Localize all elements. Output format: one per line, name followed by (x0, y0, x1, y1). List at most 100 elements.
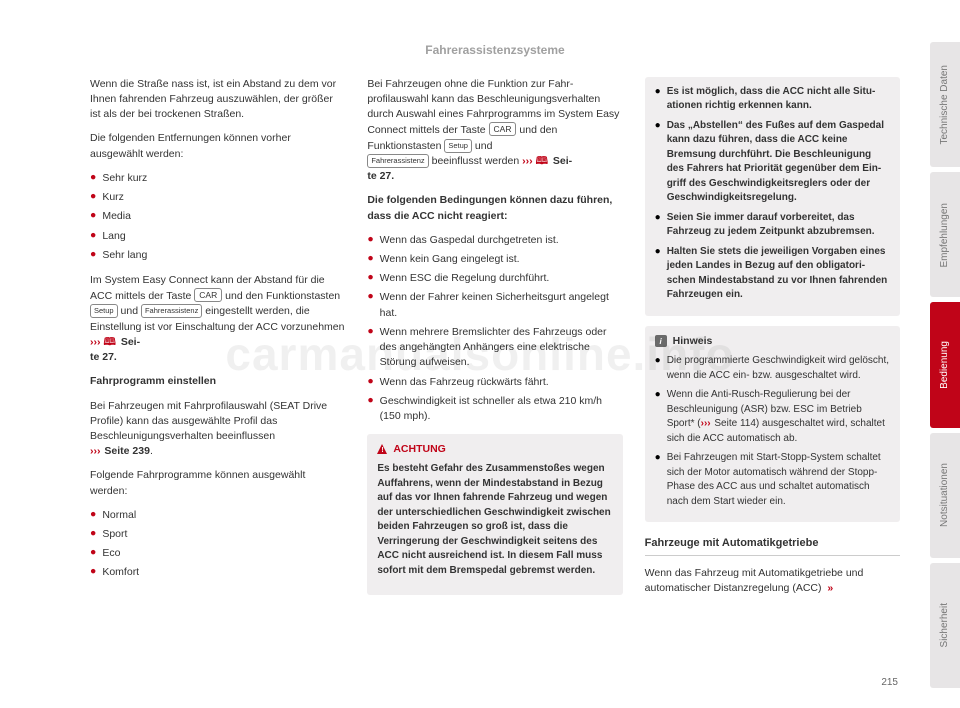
bullet-icon: ● (367, 271, 373, 286)
text: Bei Fahrzeugen mit Fahrprofilauswahl (SE… (90, 400, 327, 442)
c1-p5: Folgende Fahrprogramme können ausge­wähl… (90, 468, 345, 498)
list-item: ●Das „Abstellen“ des Fußes auf dem Gaspe… (655, 119, 890, 206)
bullet-icon: ● (90, 527, 96, 542)
bullet-icon: ● (90, 546, 96, 561)
text: beeinflusst werden (429, 155, 522, 167)
achtung-body: Es besteht Gefahr des Zusammenstoßes we­… (377, 462, 612, 578)
list-item: ●Wenn mehrere Bremslichter des Fahrzeugs… (367, 325, 622, 371)
list-item-label: Seien Sie immer darauf vorbereitet, das … (667, 211, 890, 240)
bullet-icon: ● (367, 233, 373, 248)
list-item-label: Sehr kurz (102, 171, 147, 186)
list-item: ●Die programmierte Geschwindigkeit wird … (655, 354, 890, 383)
list-item-label: Wenn das Gaspedal durchgetreten ist. (380, 233, 559, 248)
list-item-label: Bei Fahrzeugen mit Start-Stopp-System sc… (667, 451, 890, 509)
bullet-icon: ● (655, 119, 661, 206)
bullet-icon: ● (90, 508, 96, 523)
list-item-label: Es ist möglich, dass die ACC nicht alle … (667, 85, 890, 114)
c3-p-end: Wenn das Fahrzeug mit Automatikgetriebe … (645, 566, 900, 596)
list-item-label: Media (102, 209, 131, 224)
tab-label: Technische Daten (938, 65, 952, 145)
bullet-icon: ● (367, 394, 373, 424)
list-item-label: Halten Sie stets die jeweiligen Vorgaben… (667, 245, 890, 303)
achtung-box: ACHTUNG Es besteht Gefahr des Zusammenst… (367, 434, 622, 595)
car-key-icon: CAR (194, 288, 222, 302)
bullet-icon: ● (655, 245, 661, 303)
list-item-label: Wenn die Anti-Rusch-Regulierung bei der … (667, 388, 890, 446)
list-item: ●Lang (90, 229, 345, 244)
setup-key-icon: Setup (444, 139, 472, 153)
bullet-icon: ● (367, 252, 373, 267)
list-item-label: Das „Abstellen“ des Fußes auf dem Gaspe­… (667, 119, 890, 206)
list-item-label: Lang (102, 229, 125, 244)
text: und (472, 140, 492, 152)
list-item: ●Bei Fahrzeugen mit Start-Stopp-System s… (655, 451, 890, 509)
bullet-icon: ● (90, 171, 96, 186)
c1-p3: Im System Easy Connect kann der Abstand … (90, 273, 345, 365)
bullet-icon: ● (655, 85, 661, 114)
tab-notsituationen[interactable]: Notsituationen (930, 433, 960, 558)
tab-sicherheit[interactable]: Sicherheit (930, 563, 960, 688)
columns: Wenn die Straße nass ist, ist ein Abstan… (90, 77, 900, 688)
page: Fahrerassistenzsysteme Wenn die Straße n… (0, 0, 960, 708)
list-item: ● Kurz (90, 190, 345, 205)
column-2: Bei Fahrzeugen ohne die Funktion zur Fah… (367, 77, 622, 688)
tab-label: Notsituationen (938, 463, 952, 527)
list-item-label: Wenn kein Gang eingelegt ist. (380, 252, 520, 267)
tab-bedienung[interactable]: Bedienung (930, 302, 960, 427)
hinweis-head: i Hinweis (655, 334, 890, 349)
info-icon: i (655, 335, 667, 347)
bullet-icon: ● (367, 325, 373, 371)
tab-label: Bedienung (938, 341, 952, 389)
book-icon: 🕮 (536, 154, 548, 169)
assist-key-icon: Fahrerassistenz (367, 154, 428, 168)
ref-text: Sei- (121, 336, 140, 348)
c1-dist-list: ● Sehr kurz ● Kurz ●Media ●Lang ●Sehr lang (90, 171, 345, 263)
list-item: ●Halten Sie stets die jeweiligen Vorgabe… (655, 245, 890, 303)
page-header: Fahrerassistenzsysteme (90, 42, 900, 59)
list-item: ● Wenn das Fahrzeug rückwärts fährt. (367, 375, 622, 390)
list-item: ● Sehr kurz (90, 171, 345, 186)
bullet-icon: ● (367, 375, 373, 390)
continue-icon: » (827, 582, 833, 594)
assist-key-icon: Fahrerassistenz (141, 304, 202, 318)
list-item-label: Komfort (102, 565, 139, 580)
list-item: ● Wenn ESC die Regelung durchführt. (367, 271, 622, 286)
achtung-box-2: ●Es ist möglich, dass die ACC nicht alle… (645, 77, 900, 316)
ref-text: Seite 239 (104, 445, 150, 457)
list-item: ●Geschwindigkeit ist schneller als etwa … (367, 394, 622, 424)
list-item-label: Die programmierte Geschwindigkeit wird g… (667, 354, 890, 383)
tab-label: Sicherheit (938, 603, 952, 647)
ref-text: Sei- (553, 155, 572, 167)
c2-p1: Bei Fahrzeugen ohne die Funktion zur Fah… (367, 77, 622, 185)
list-item-label: Wenn das Fahrzeug rückwärts fährt. (380, 375, 549, 390)
list-item-label: Kurz (102, 190, 124, 205)
tab-empfehlungen[interactable]: Empfehlungen (930, 172, 960, 297)
bullet-icon: ● (90, 190, 96, 205)
tab-label: Empfehlungen (938, 203, 952, 268)
text: und (118, 305, 141, 317)
list-item-label: Wenn mehrere Bremslichter des Fahrzeugs … (380, 325, 623, 371)
list-item: ● Wenn kein Gang eingelegt ist. (367, 252, 622, 267)
c1-p1: Wenn die Straße nass ist, ist ein Abstan… (90, 77, 345, 123)
list-item-label: Sehr lang (102, 248, 147, 263)
warning-icon (377, 444, 388, 455)
list-item: ●Sehr lang (90, 248, 345, 263)
hinweis-title: Hinweis (673, 334, 713, 349)
tab-tech-daten[interactable]: Technische Daten (930, 42, 960, 167)
c2-h1: Die folgenden Bedingungen können dazu fü… (367, 193, 622, 223)
ref-arrows-icon: ››› (522, 155, 533, 167)
bullet-icon: ● (655, 211, 661, 240)
c1-p2: Die folgenden Entfernungen können vorher… (90, 131, 345, 161)
list-item: ●Sport (90, 527, 345, 542)
ref-text: Seite 114 (714, 418, 756, 429)
text: und den Funktionstasten (222, 290, 340, 302)
setup-key-icon: Setup (90, 304, 118, 318)
bullet-icon: ● (655, 451, 661, 509)
list-item-label: Wenn ESC die Regelung durchführt. (380, 271, 550, 286)
ref-text: te 27. (367, 170, 394, 182)
ref-text: te 27. (90, 351, 117, 363)
list-item: ●Media (90, 209, 345, 224)
list-item: ●Normal (90, 508, 345, 523)
c1-p4: Bei Fahrzeugen mit Fahrprofilauswahl (SE… (90, 399, 345, 460)
content-area: Fahrerassistenzsysteme Wenn die Straße n… (0, 0, 930, 708)
